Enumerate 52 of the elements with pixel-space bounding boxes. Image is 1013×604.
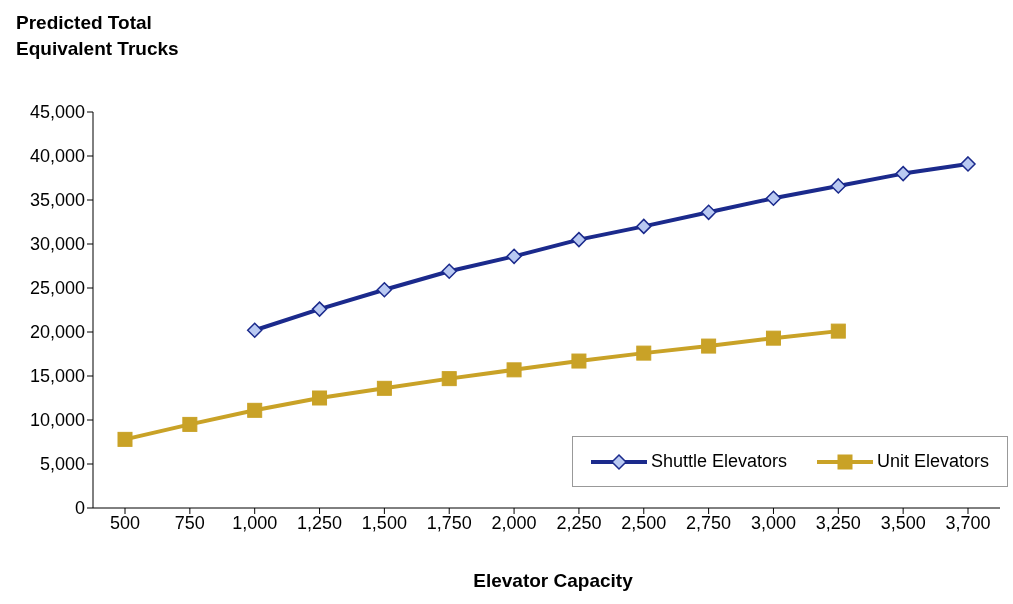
point: [636, 345, 652, 361]
y-tick-label: 10,000: [29, 410, 85, 431]
point: [960, 156, 976, 172]
point: [182, 416, 198, 432]
legend-label: Shuttle Elevators: [649, 451, 787, 472]
y-tick-label: 25,000: [29, 278, 85, 299]
y-tick-label: 35,000: [29, 190, 85, 211]
point: [701, 338, 717, 354]
x-tick-label: 1,000: [232, 512, 278, 533]
x-tick-label: 1,500: [361, 512, 407, 533]
point: [765, 190, 782, 206]
point: [247, 402, 263, 418]
point: [441, 263, 457, 280]
x-tick-label: 2,250: [556, 512, 602, 533]
point: [506, 248, 522, 265]
y-tick-label: 5,000: [39, 454, 85, 475]
point: [636, 218, 652, 235]
x-tick-label: 2,000: [491, 512, 537, 533]
x-tick-label: 3,000: [750, 512, 796, 533]
x-axis-title: Elevator Capacity: [472, 570, 634, 592]
y-axis-title: Predicted Total Equivalent Trucks: [16, 11, 180, 61]
point: [830, 323, 846, 339]
y-tick-label: 0: [74, 498, 85, 519]
point: [765, 330, 781, 346]
point: [571, 353, 587, 369]
point: [571, 231, 587, 248]
x-tick-label: 1,250: [297, 512, 343, 533]
x-tick-label: 2,500: [621, 512, 667, 533]
y-tick-label: 15,000: [29, 366, 85, 387]
y-tick-label: 30,000: [29, 234, 85, 255]
point: [506, 362, 522, 378]
point: [246, 322, 263, 338]
point: [376, 380, 392, 396]
x-tick-label: 500: [109, 512, 141, 533]
x-tick-label: 2,750: [686, 512, 732, 533]
x-tick-label: 3,700: [945, 512, 991, 533]
x-tick-label: 3,500: [880, 512, 926, 533]
point: [700, 204, 717, 221]
y-tick-label: 40,000: [29, 146, 85, 167]
point: [830, 178, 847, 194]
x-tick-label: 3,250: [815, 512, 861, 533]
point: [376, 282, 393, 298]
x-tick-label: 750: [174, 512, 205, 533]
y-tick-label: 45,000: [29, 102, 85, 123]
y-tick-label: 20,000: [29, 322, 85, 343]
point: [441, 371, 457, 387]
point: [311, 301, 328, 317]
point: [312, 390, 328, 406]
legend-label: Unit Elevators: [875, 451, 989, 472]
point: [895, 165, 911, 182]
point: [117, 431, 133, 447]
x-tick-label: 1,750: [426, 512, 472, 533]
